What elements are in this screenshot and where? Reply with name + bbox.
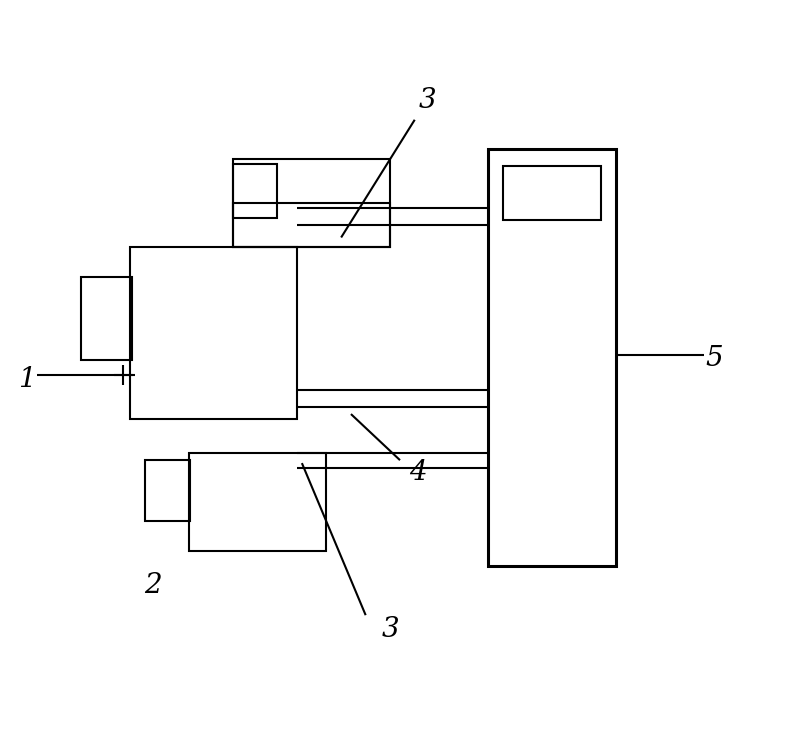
Text: 1: 1 xyxy=(18,366,36,393)
Bar xyxy=(130,247,297,419)
Bar xyxy=(234,203,390,247)
Bar xyxy=(488,149,616,566)
Text: 2: 2 xyxy=(144,572,162,599)
Bar xyxy=(145,461,190,521)
Text: 5: 5 xyxy=(705,344,722,371)
Text: 3: 3 xyxy=(418,87,436,113)
Text: 4: 4 xyxy=(409,459,426,486)
Bar xyxy=(503,166,601,220)
Bar xyxy=(234,164,278,218)
Bar xyxy=(189,453,326,551)
Bar xyxy=(81,277,132,360)
Bar xyxy=(234,159,390,247)
Text: 3: 3 xyxy=(382,616,399,643)
